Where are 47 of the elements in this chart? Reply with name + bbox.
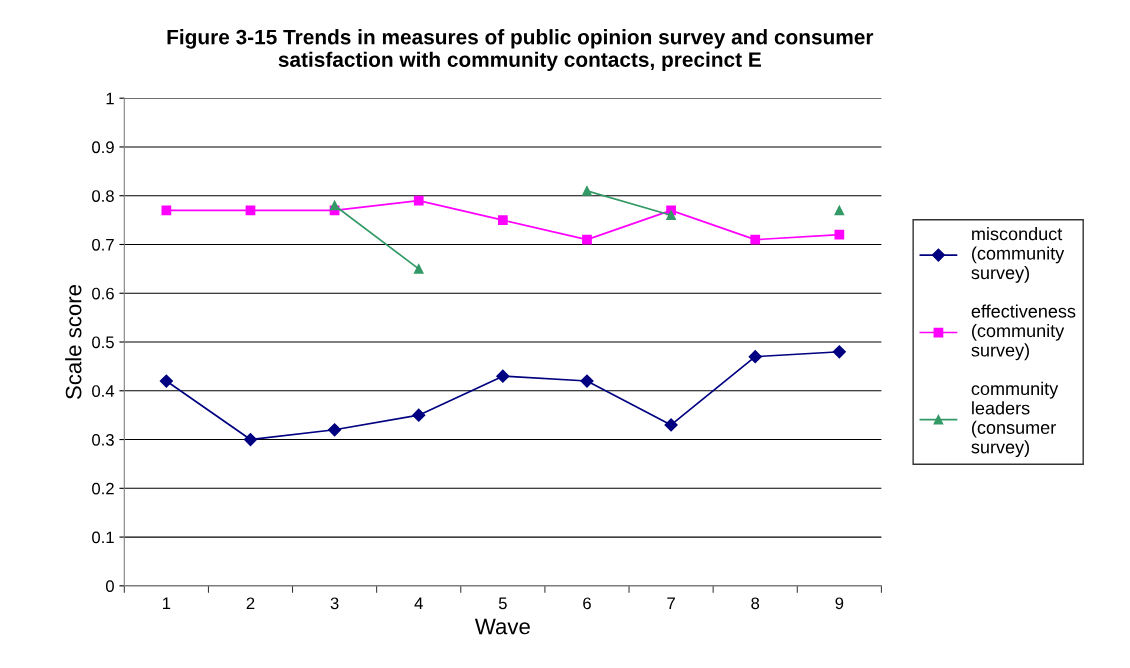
point <box>243 432 258 447</box>
y-tick-label: 0.7 <box>92 238 114 251</box>
y-tick-label: 0 <box>105 580 114 593</box>
y-tick-label: 0.6 <box>92 287 114 300</box>
y-tick-label: 1 <box>106 92 114 105</box>
point <box>666 210 676 221</box>
point <box>748 350 762 364</box>
point <box>582 234 592 245</box>
point <box>161 205 172 216</box>
y-tick-label: 0.3 <box>92 433 114 446</box>
point <box>412 408 426 422</box>
y-axis-title: Scale score <box>65 284 82 400</box>
point <box>580 374 594 388</box>
point <box>329 200 340 211</box>
legend-label: misconduct (community survey) <box>971 227 1065 283</box>
point <box>159 374 173 388</box>
point <box>328 423 342 437</box>
y-tick-label: 0.4 <box>92 385 115 397</box>
point <box>834 205 845 216</box>
y-tick-label: 0.2 <box>92 482 114 495</box>
point <box>496 369 510 383</box>
point <box>245 205 256 216</box>
legend-label: community leaders (consumer survey) <box>971 381 1059 457</box>
y-tick-label: 0.1 <box>92 531 114 544</box>
point <box>497 215 508 225</box>
point <box>750 234 761 245</box>
point <box>834 229 845 240</box>
chart-title: Figure 3-15 Trends in measures of public opinion survey and consumer satisfaction with community contacts, precinct E <box>167 29 874 72</box>
y-tick-label: 0.9 <box>92 141 114 154</box>
x-tick-label: 4 <box>414 597 423 610</box>
x-tick-label: 8 <box>751 597 760 610</box>
x-tick-label: 6 <box>583 597 591 610</box>
point <box>832 345 846 359</box>
point <box>413 264 424 274</box>
legend-label: effectiveness (community survey) <box>971 304 1076 361</box>
x-tick-label: 5 <box>498 597 507 610</box>
x-tick-label: 9 <box>835 597 844 610</box>
y-tick-label: 0.5 <box>92 336 114 349</box>
x-tick-label: 1 <box>163 597 171 610</box>
x-axis-title: Wave <box>474 618 530 635</box>
x-tick-label: 2 <box>246 597 255 610</box>
y-tick-label: 0.8 <box>92 190 114 202</box>
x-tick-label: 3 <box>330 597 339 610</box>
point <box>582 185 592 196</box>
x-tick-label: 7 <box>667 597 675 610</box>
point <box>413 195 424 206</box>
point <box>664 418 678 432</box>
